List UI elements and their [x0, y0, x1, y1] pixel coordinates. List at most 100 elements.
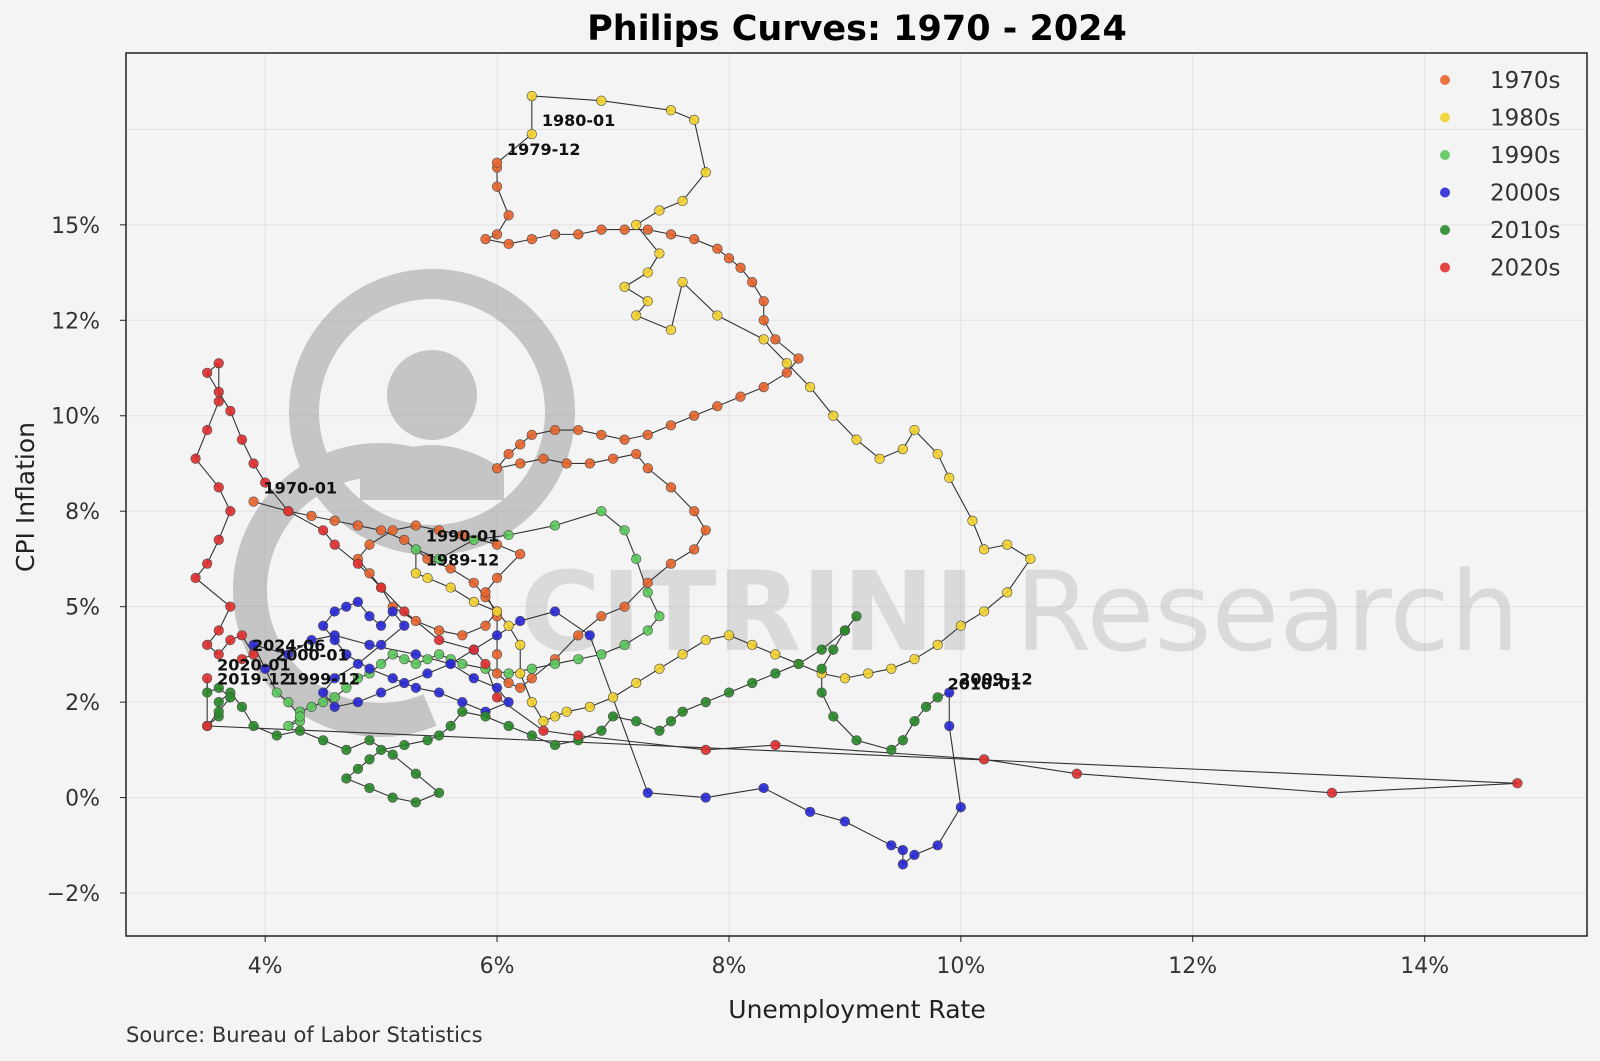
data-point-2000s [387, 673, 398, 684]
data-point-2020s [1512, 778, 1523, 789]
data-point-1990s [573, 654, 584, 665]
y-axis-ticks: −2% 0% 2% 5% 8% 10% 12% 15% [47, 214, 126, 907]
data-point-1970s [491, 572, 503, 584]
data-point-2010s [445, 720, 456, 732]
data-point-2010s [341, 773, 352, 784]
data-point-2020s [318, 525, 329, 536]
x-tick-label: 12% [1168, 954, 1217, 979]
data-point-2010s [318, 735, 329, 746]
data-point-1970s [503, 238, 514, 250]
data-point-2010s [549, 739, 561, 751]
data-point-1990s [503, 668, 514, 679]
data-point-2020s [225, 601, 236, 612]
data-point-2000s [839, 816, 851, 827]
data-point-2000s [375, 639, 387, 650]
data-point-1990s [283, 720, 294, 732]
connector-arrow [624, 530, 637, 559]
data-point-1980s [491, 606, 503, 617]
data-point-2000s [341, 601, 352, 612]
data-point-2020s [202, 639, 213, 650]
data-point-2020s [1326, 787, 1338, 798]
chart-title: Philips Curves: 1970 - 2024 [587, 9, 1127, 49]
data-point-2000s [955, 802, 966, 813]
connector-arrow [497, 553, 521, 578]
data-point-2010s [387, 792, 398, 803]
watermark-text-research: Research [1015, 548, 1520, 676]
data-point-1990s [654, 611, 665, 622]
connector-arrow [207, 725, 1517, 783]
data-point-1970s [491, 157, 503, 168]
connector-arrow [914, 429, 937, 454]
data-point-1970s [410, 615, 421, 627]
data-point-2010s [851, 735, 862, 746]
data-point-1990s [468, 534, 479, 545]
data-point-1970s [306, 510, 317, 522]
data-point-2010s [399, 739, 410, 751]
connector-arrow [531, 95, 602, 101]
watermark-text-citrini: CITRINI [520, 548, 975, 676]
data-point-2000s [329, 673, 340, 684]
data-point-2000s [433, 687, 445, 698]
data-point-2000s [399, 677, 410, 689]
data-point-1970s [689, 544, 700, 555]
connector-arrow [763, 338, 787, 363]
y-tick-label: 2% [65, 691, 100, 716]
series-2000s [248, 596, 966, 870]
data-point-2010s [341, 744, 352, 755]
data-point-1980s [503, 620, 514, 631]
data-point-1970s [503, 677, 514, 689]
data-point-1990s [503, 529, 514, 541]
data-point-2010s [202, 687, 213, 698]
data-point-2000s [306, 634, 317, 646]
connector-arrow [543, 731, 579, 737]
data-point-2020s [213, 386, 224, 397]
data-point-1970s [503, 210, 514, 221]
data-point-1990s [352, 673, 364, 684]
data-point-2000s [375, 620, 387, 631]
data-point-2010s [213, 697, 224, 708]
data-point-2020s [213, 649, 224, 660]
data-point-1970s [457, 630, 468, 641]
data-point-2000s [410, 649, 421, 660]
source-note: Source: Bureau of Labor Statistics [126, 1023, 483, 1047]
data-point-1980s [805, 382, 816, 393]
annotation-1990-01: 1990-01 [426, 526, 499, 545]
data-point-1970s [399, 534, 410, 545]
data-point-1970s [712, 243, 723, 254]
y-tick-label: 0% [65, 787, 100, 812]
data-point-2000s [805, 806, 816, 818]
data-point-1970s [781, 367, 793, 378]
data-point-1980s [1025, 553, 1036, 565]
data-point-2010s [213, 706, 224, 717]
data-point-1980s [932, 448, 943, 460]
data-point-1970s [642, 429, 653, 440]
data-point-1990s [526, 663, 537, 674]
data-point-2000s [387, 606, 398, 617]
data-point-1970s [712, 401, 723, 412]
connector-arrow [219, 510, 231, 540]
connector-arrow [195, 577, 231, 607]
data-point-2020s [770, 739, 781, 751]
data-point-1980s [978, 544, 990, 555]
data-point-2020s [236, 654, 248, 665]
data-point-1980s [874, 453, 885, 464]
data-point-2020s [202, 673, 213, 684]
data-point-1970s [584, 458, 595, 469]
data-point-1990s [549, 520, 561, 531]
x-axis-label: Unemployment Rate [728, 995, 985, 1024]
data-point-2000s [944, 687, 955, 698]
connector-arrow [763, 787, 810, 813]
data-point-2020s [213, 396, 224, 407]
connector-arrow [857, 740, 892, 751]
data-point-2000s [364, 611, 375, 622]
connector-arrow [949, 726, 962, 808]
data-point-1980s [549, 711, 561, 722]
data-point-2000s [491, 682, 503, 693]
data-point-1970s [457, 529, 468, 541]
data-point-2010s [375, 744, 387, 755]
connector-arrow [196, 429, 208, 459]
data-point-2000s [944, 720, 955, 732]
data-point-1970s [491, 181, 503, 192]
data-point-1980s [515, 639, 526, 650]
annotation-1980-01: 1980-01 [542, 111, 615, 130]
